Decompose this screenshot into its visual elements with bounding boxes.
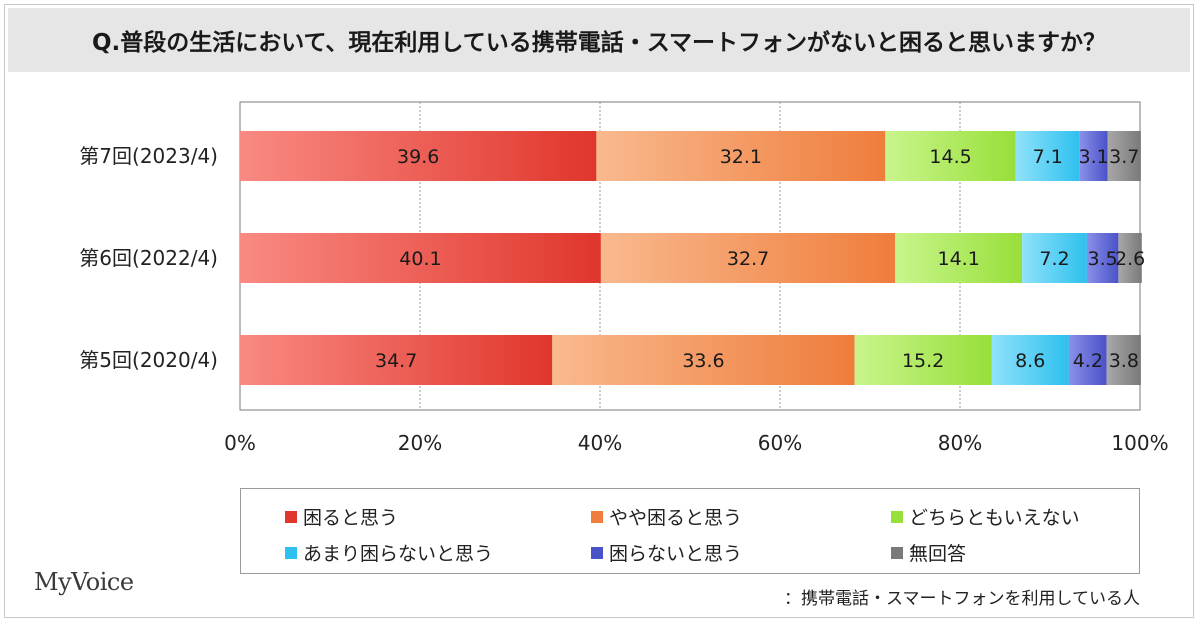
x-tick-label: 100% [1111, 431, 1168, 455]
bar-segment [895, 233, 1023, 283]
legend-item: 困らないと思う [591, 539, 742, 566]
data-label: 4.2 [1073, 350, 1103, 372]
legend-label: 困ると思う [303, 507, 399, 529]
bar-segment [600, 233, 896, 283]
data-label: 32.1 [720, 146, 762, 168]
x-tick-label: 60% [758, 431, 802, 455]
data-label: 2.6 [1115, 248, 1145, 270]
bar-segment [1079, 131, 1108, 181]
x-tick-label: 20% [398, 431, 442, 455]
category-label: 第5回(2020/4) [79, 348, 218, 372]
data-label: 39.6 [397, 146, 439, 168]
legend-swatch [891, 546, 903, 559]
bar-segment [1106, 335, 1141, 385]
category-label: 第6回(2022/4) [79, 246, 218, 270]
legend-label: 困らないと思う [609, 543, 743, 565]
data-label: 33.6 [682, 350, 724, 372]
data-label: 40.1 [399, 248, 441, 270]
bar-segment [1118, 233, 1142, 283]
legend-label: やや困ると思う [609, 507, 743, 529]
bar-segment [1015, 131, 1080, 181]
category-label: 第7回(2023/4) [79, 144, 218, 168]
brand-logo: MyVoice [34, 568, 134, 596]
data-label: 3.1 [1079, 146, 1109, 168]
data-label: 7.1 [1033, 146, 1063, 168]
chart-title-text: Q.普段の生活において、現在利用している携帯電話・スマートフォンがないと困ると思… [91, 30, 1107, 56]
legend-item: 無回答 [891, 539, 966, 566]
legend-swatch [285, 546, 297, 559]
data-label: 8.6 [1015, 350, 1045, 372]
bar-segment [1022, 233, 1087, 283]
x-tick-label: 40% [578, 431, 622, 455]
legend-item: あまり困らないと思う [285, 539, 493, 566]
bar-segment [552, 335, 855, 385]
bar-segment [854, 335, 992, 385]
data-label: 14.1 [937, 248, 979, 270]
bar-segment [1086, 233, 1119, 283]
legend-label: あまり困らないと思う [303, 543, 494, 565]
legend-swatch [591, 510, 603, 523]
data-label: 7.2 [1039, 248, 1069, 270]
data-label: 15.2 [902, 350, 944, 372]
data-label: 14.5 [929, 146, 971, 168]
legend-swatch [891, 510, 903, 523]
legend-label: どちらともいえない [909, 507, 1080, 529]
data-label: 32.7 [727, 248, 769, 270]
data-label: 34.7 [375, 350, 417, 372]
legend-item: やや困ると思う [591, 503, 742, 530]
data-label: 3.7 [1109, 146, 1139, 168]
bar-segment [596, 131, 886, 181]
bar-segment [991, 335, 1069, 385]
x-tick-label: 80% [938, 431, 982, 455]
bar-segment [240, 233, 601, 283]
data-label: 3.8 [1109, 350, 1139, 372]
bar-segment [240, 335, 553, 385]
legend: 困ると思う やや困ると思う どちらともいえないあまり困らないと思う 困らないと思う 無回… [240, 488, 1140, 574]
legend-item: 困ると思う [285, 503, 398, 530]
bar-segment [1107, 131, 1141, 181]
bar-segment [885, 131, 1016, 181]
footnote: ：携帯電話・スマートフォンを利用している人 [784, 589, 1140, 609]
legend-swatch [591, 546, 603, 559]
legend-label: 無回答 [909, 543, 967, 565]
bar-segment [1068, 335, 1107, 385]
legend-item: どちらともいえない [891, 503, 1080, 530]
bar-segment [240, 131, 597, 181]
legend-swatch [285, 510, 297, 523]
chart-title: Q.普段の生活において、現在利用している携帯電話・スマートフォンがないと困ると思… [8, 8, 1190, 72]
data-label: 3.5 [1088, 248, 1118, 270]
x-tick-label: 0% [224, 431, 256, 455]
